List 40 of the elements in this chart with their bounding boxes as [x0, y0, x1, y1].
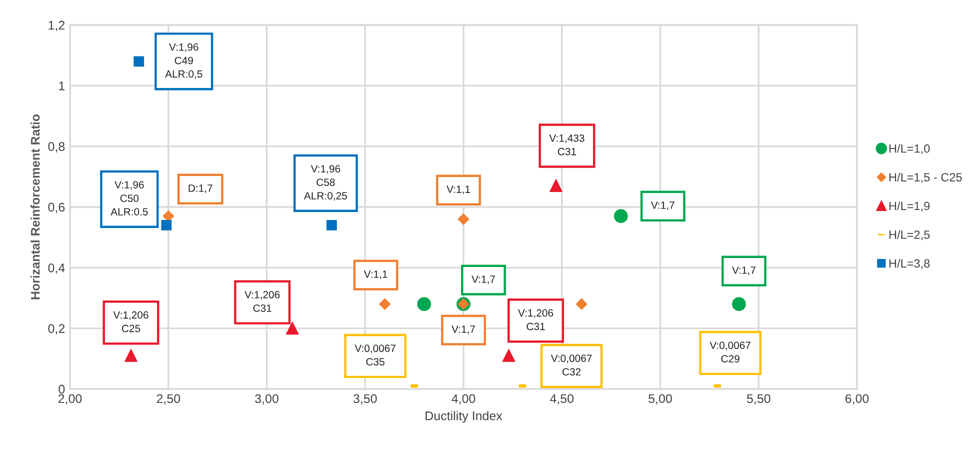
y-tick-label: 0 [58, 384, 65, 394]
annotation: V:1,206 C31 [518, 309, 554, 330]
y-tick-label: 1,2 [48, 20, 65, 32]
x-axis-title: Ductility Index [426, 411, 502, 423]
annotation: V:1,96 C50 ALR:0.5 [110, 181, 148, 216]
y-tick-label: 0,4 [48, 263, 65, 274]
annotation: V:1,7 [732, 266, 756, 276]
annotation: V:1,1 [446, 186, 470, 194]
x-tick-label: 4,00 [452, 394, 476, 405]
x-tick-label: 5,00 [648, 394, 672, 405]
y-tick-label: 0,6 [48, 202, 65, 214]
x-tick-label: 3,50 [353, 394, 377, 405]
x-tick-label: 4,50 [550, 394, 574, 405]
annotation: V:1,7 [452, 326, 475, 334]
annotation: V:0,0067 C32 [550, 354, 592, 376]
x-tick-label: 2,50 [156, 394, 180, 405]
annotation: V:0,0067 C29 [710, 342, 750, 363]
x-tick-label: 2,00 [58, 394, 82, 405]
legend-label: H/L=2,5 [889, 230, 930, 240]
x-tick-label: 5,50 [746, 394, 770, 405]
legend-label: H/L=3,8 [889, 258, 930, 269]
x-tick-label: 3,00 [255, 394, 278, 405]
annotation: D:1,7 [188, 184, 212, 194]
annotation: V:1,206 C31 [244, 291, 280, 312]
annotation: V:1,96 C58 ALR:0,25 [304, 165, 347, 201]
annotation: V:1,433 C31 [549, 134, 584, 156]
y-tick-label: 0,2 [48, 324, 65, 334]
y-tick-label: 1 [59, 82, 65, 90]
y-tick-label: 0,8 [48, 142, 65, 152]
annotation: V:0,0067 C35 [354, 344, 396, 366]
legend-label: H/L=1,9 [889, 202, 930, 212]
x-tick-label: 6,00 [845, 394, 869, 405]
annotation: V:1,206 C25 [113, 311, 148, 332]
y-axis-title: Horizantal Reinforcement Ratio [30, 114, 40, 300]
annotation: V:1,1 [364, 270, 388, 280]
legend-label: H/L=1,5 - C25 [889, 172, 962, 183]
legend-label: H/L=1,0 [889, 144, 930, 154]
annotation: V:1,7 [472, 276, 495, 284]
annotation: V:1,96 C49 ALR:0,5 [165, 43, 202, 79]
annotation: V:1,7 [650, 202, 674, 210]
